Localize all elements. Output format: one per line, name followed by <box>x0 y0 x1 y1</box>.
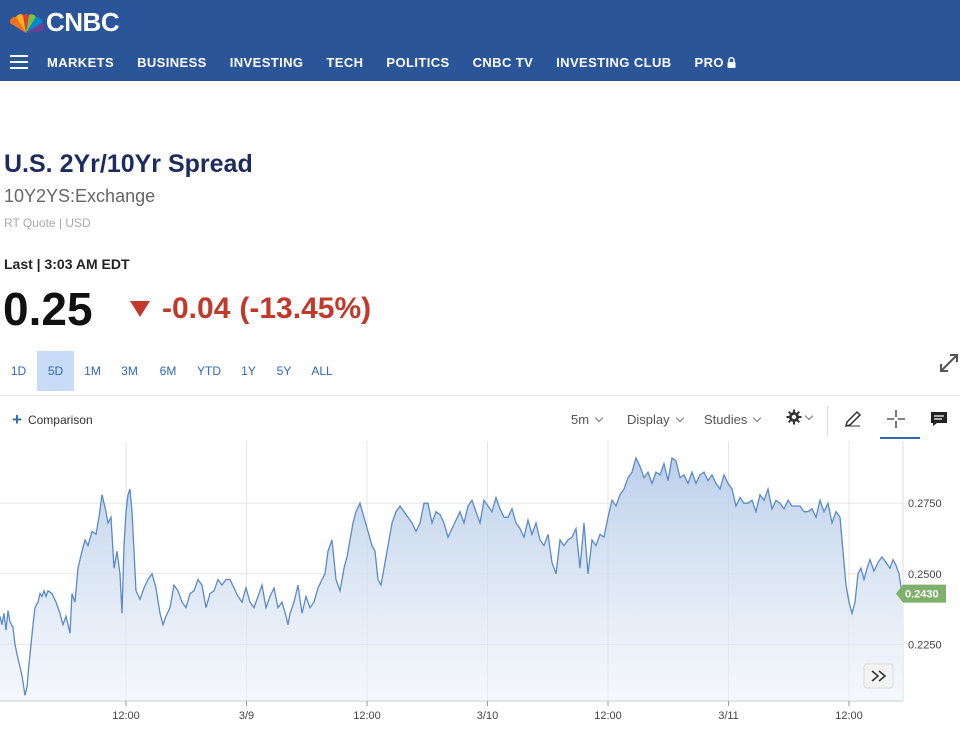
range-all[interactable]: ALL <box>311 364 333 378</box>
section-divider <box>0 395 960 396</box>
scroll-forward-button[interactable] <box>863 663 894 689</box>
y-tick-label: 0.2750 <box>908 498 942 510</box>
cnbc-peacock-logo <box>9 14 44 33</box>
nav-pro[interactable]: PRO <box>695 55 736 70</box>
gear-icon <box>786 409 802 425</box>
ticker-symbol: 10Y2YS:Exchange <box>4 186 156 206</box>
expand-icon[interactable] <box>938 352 960 374</box>
range-1m[interactable]: 1M <box>84 364 101 378</box>
active-tool-indicator <box>880 437 920 439</box>
display-label: Display <box>627 412 670 427</box>
nav-tech[interactable]: TECH <box>326 54 364 70</box>
settings-dropdown[interactable] <box>786 409 814 425</box>
y-tick-label: 0.2500 <box>908 569 942 581</box>
x-tick-label: 12:00 <box>112 710 140 722</box>
brand-name: CNBC <box>46 6 120 37</box>
down-arrow-icon <box>130 301 150 317</box>
chevron-down-icon <box>804 411 814 420</box>
comment-icon[interactable] <box>928 408 950 430</box>
top-navigation-bar: CNBC MARKETS BUSINESS INVESTING TECH POL… <box>0 0 960 81</box>
last-trade-time: Last | 3:03 AM EDT <box>4 256 130 272</box>
current-price-label: 0.2430 <box>905 589 939 601</box>
toolbar-separator <box>827 406 828 436</box>
range-6m[interactable]: 6M <box>159 364 177 378</box>
chart-toolbar: + Comparison 5m Display Studies <box>0 400 960 440</box>
time-range-selector: 1D 5D 1M 3M 6M YTD 1Y 5Y ALL <box>0 351 343 391</box>
chevron-down-icon <box>753 413 762 423</box>
current-price-tag: 0.2430 <box>896 584 946 603</box>
x-tick-label: 12:00 <box>594 710 622 722</box>
studies-dropdown[interactable]: Studies <box>704 412 762 427</box>
chevron-down-icon <box>594 413 604 423</box>
range-5y[interactable]: 5Y <box>276 364 292 378</box>
range-ytd[interactable]: YTD <box>197 364 221 378</box>
x-tick-label: 3/9 <box>239 710 254 722</box>
range-5d[interactable]: 5D <box>37 351 74 391</box>
nav-politics[interactable]: POLITICS <box>386 54 450 70</box>
nav-markets[interactable]: MARKETS <box>47 54 115 70</box>
plus-icon: + <box>12 410 22 429</box>
pencil-icon[interactable] <box>842 408 864 430</box>
cnbc-logo[interactable]: CNBC <box>8 6 120 37</box>
comparison-button[interactable]: + Comparison <box>12 410 93 429</box>
nav-investing[interactable]: INVESTING <box>229 54 304 70</box>
hamburger-icon[interactable] <box>10 55 28 69</box>
price-area <box>0 458 902 701</box>
current-price-tag-shape <box>896 584 946 603</box>
comparison-label: Comparison <box>27 413 93 427</box>
nav-cnbc-tv[interactable]: CNBC TV <box>472 54 534 70</box>
crosshair-icon[interactable] <box>885 408 907 430</box>
range-1y[interactable]: 1Y <box>241 364 256 378</box>
nav-business[interactable]: BUSINESS <box>137 54 207 70</box>
x-tick-label: 12:00 <box>353 710 381 722</box>
x-tick-label: 12:00 <box>835 710 863 722</box>
page-title: U.S. 2Yr/10Yr Spread <box>4 150 253 178</box>
quote-meta: RT Quote | USD <box>4 216 91 230</box>
fast-forward-icon <box>871 670 887 682</box>
range-3m[interactable]: 3M <box>121 364 138 378</box>
studies-label: Studies <box>704 412 748 427</box>
range-1d[interactable]: 1D <box>10 364 27 378</box>
change-value: -0.04 <box>162 292 231 325</box>
last-price: 0.25 <box>3 283 93 335</box>
x-tick-label: 3/11 <box>718 710 739 722</box>
nav-pro-label: PRO <box>694 54 724 70</box>
nav-investing-club[interactable]: INVESTING CLUB <box>556 54 672 70</box>
y-tick-label: 0.2250 <box>908 639 942 651</box>
chevron-down-icon <box>675 413 684 423</box>
x-tick-label: 3/10 <box>477 710 498 722</box>
change-percent: (-13.45%) <box>239 292 372 325</box>
price-change: -0.04 (-13.45%) <box>130 292 371 326</box>
interval-dropdown[interactable]: 5m <box>571 412 604 427</box>
lock-icon <box>727 56 736 68</box>
main-nav: MARKETS BUSINESS INVESTING TECH POLITICS… <box>0 44 759 80</box>
interval-label: 5m <box>571 412 590 427</box>
display-dropdown[interactable]: Display <box>627 412 684 427</box>
price-line <box>0 456 903 696</box>
price-chart[interactable]: 12:00 3/9 12:00 3/10 12:00 3/11 12:00 0.2750 0.… <box>0 441 960 731</box>
